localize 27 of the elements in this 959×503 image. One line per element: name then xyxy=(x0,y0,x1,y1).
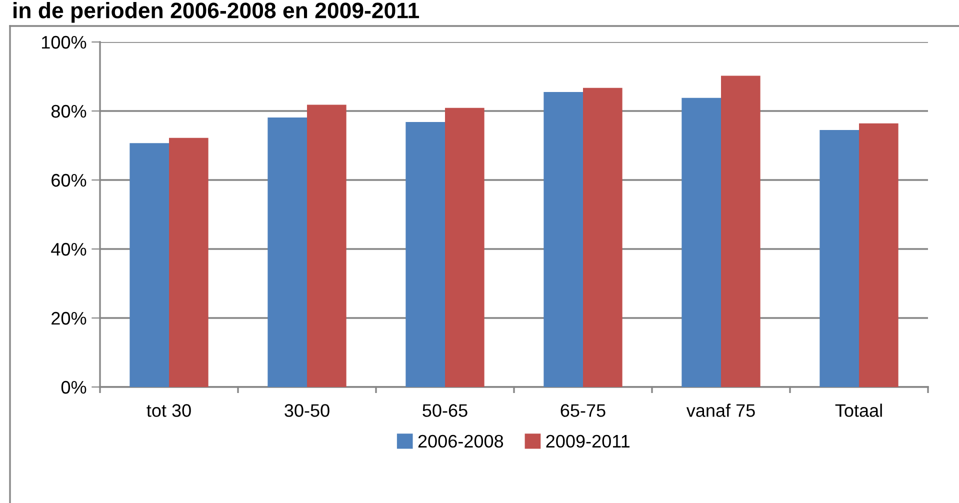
bar xyxy=(721,76,760,387)
x-tick-label: 65-75 xyxy=(560,404,606,417)
bar xyxy=(445,108,484,387)
bar xyxy=(583,88,622,387)
x-tick-label: tot 30 xyxy=(146,404,191,417)
bar xyxy=(307,104,346,387)
y-tick-label: 100% xyxy=(42,36,86,49)
bar xyxy=(682,98,721,387)
y-tick-label: 60% xyxy=(52,174,86,187)
bar xyxy=(268,118,307,387)
legend-label: 2006-2008 xyxy=(418,434,504,448)
bar xyxy=(544,92,583,387)
y-tick-label: 40% xyxy=(51,242,86,256)
y-tick-label: 20% xyxy=(52,312,86,325)
x-tick-label: 50-65 xyxy=(422,404,468,417)
x-tick-label: vanaf 75 xyxy=(686,404,755,417)
x-tick-label: Totaal xyxy=(835,404,882,417)
bar xyxy=(406,122,445,387)
y-tick-label: 0% xyxy=(61,380,86,394)
bar xyxy=(859,123,898,387)
bar xyxy=(169,138,208,387)
bar xyxy=(820,130,859,387)
x-tick-label: 30-50 xyxy=(284,404,330,417)
chart-title: in de perioden 2006-2008 en 2009-2011 xyxy=(14,2,420,23)
y-tick-label: 80% xyxy=(51,104,86,118)
legend-label: 2009-2011 xyxy=(546,434,630,448)
bar xyxy=(130,143,169,387)
